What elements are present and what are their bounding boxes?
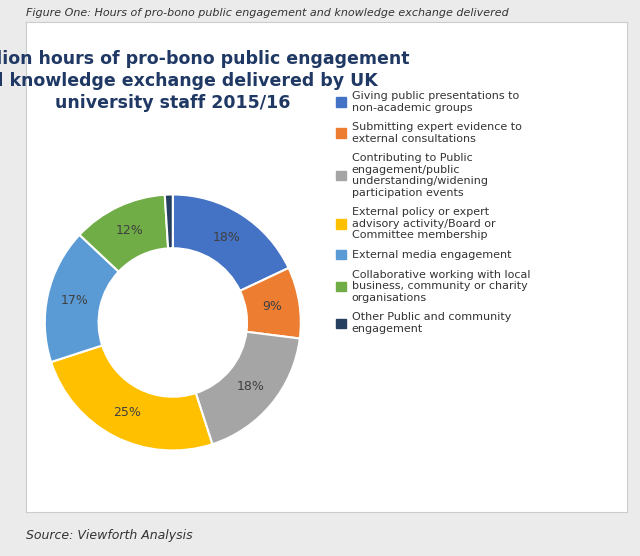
Text: 25%: 25% xyxy=(113,406,141,419)
Text: Figure One: Hours of pro-bono public engagement and knowledge exchange delivered: Figure One: Hours of pro-bono public eng… xyxy=(26,8,508,18)
Text: 18%: 18% xyxy=(213,231,241,244)
Text: 17%: 17% xyxy=(60,294,88,307)
Wedge shape xyxy=(196,332,300,444)
Wedge shape xyxy=(164,195,173,249)
Text: 9%: 9% xyxy=(263,300,283,313)
Wedge shape xyxy=(51,345,212,450)
Text: 40 million hours of pro-bono public engagement
and knowledge exchange delivered : 40 million hours of pro-bono public enga… xyxy=(0,50,410,112)
Wedge shape xyxy=(45,235,118,362)
Wedge shape xyxy=(240,268,301,339)
Wedge shape xyxy=(79,195,168,272)
Text: 18%: 18% xyxy=(237,380,265,394)
Wedge shape xyxy=(173,195,289,291)
Legend: Giving public presentations to
non-academic groups, Submitting expert evidence t: Giving public presentations to non-acade… xyxy=(332,87,534,339)
Text: Source: Viewforth Analysis: Source: Viewforth Analysis xyxy=(26,529,192,542)
Text: 12%: 12% xyxy=(116,225,143,237)
